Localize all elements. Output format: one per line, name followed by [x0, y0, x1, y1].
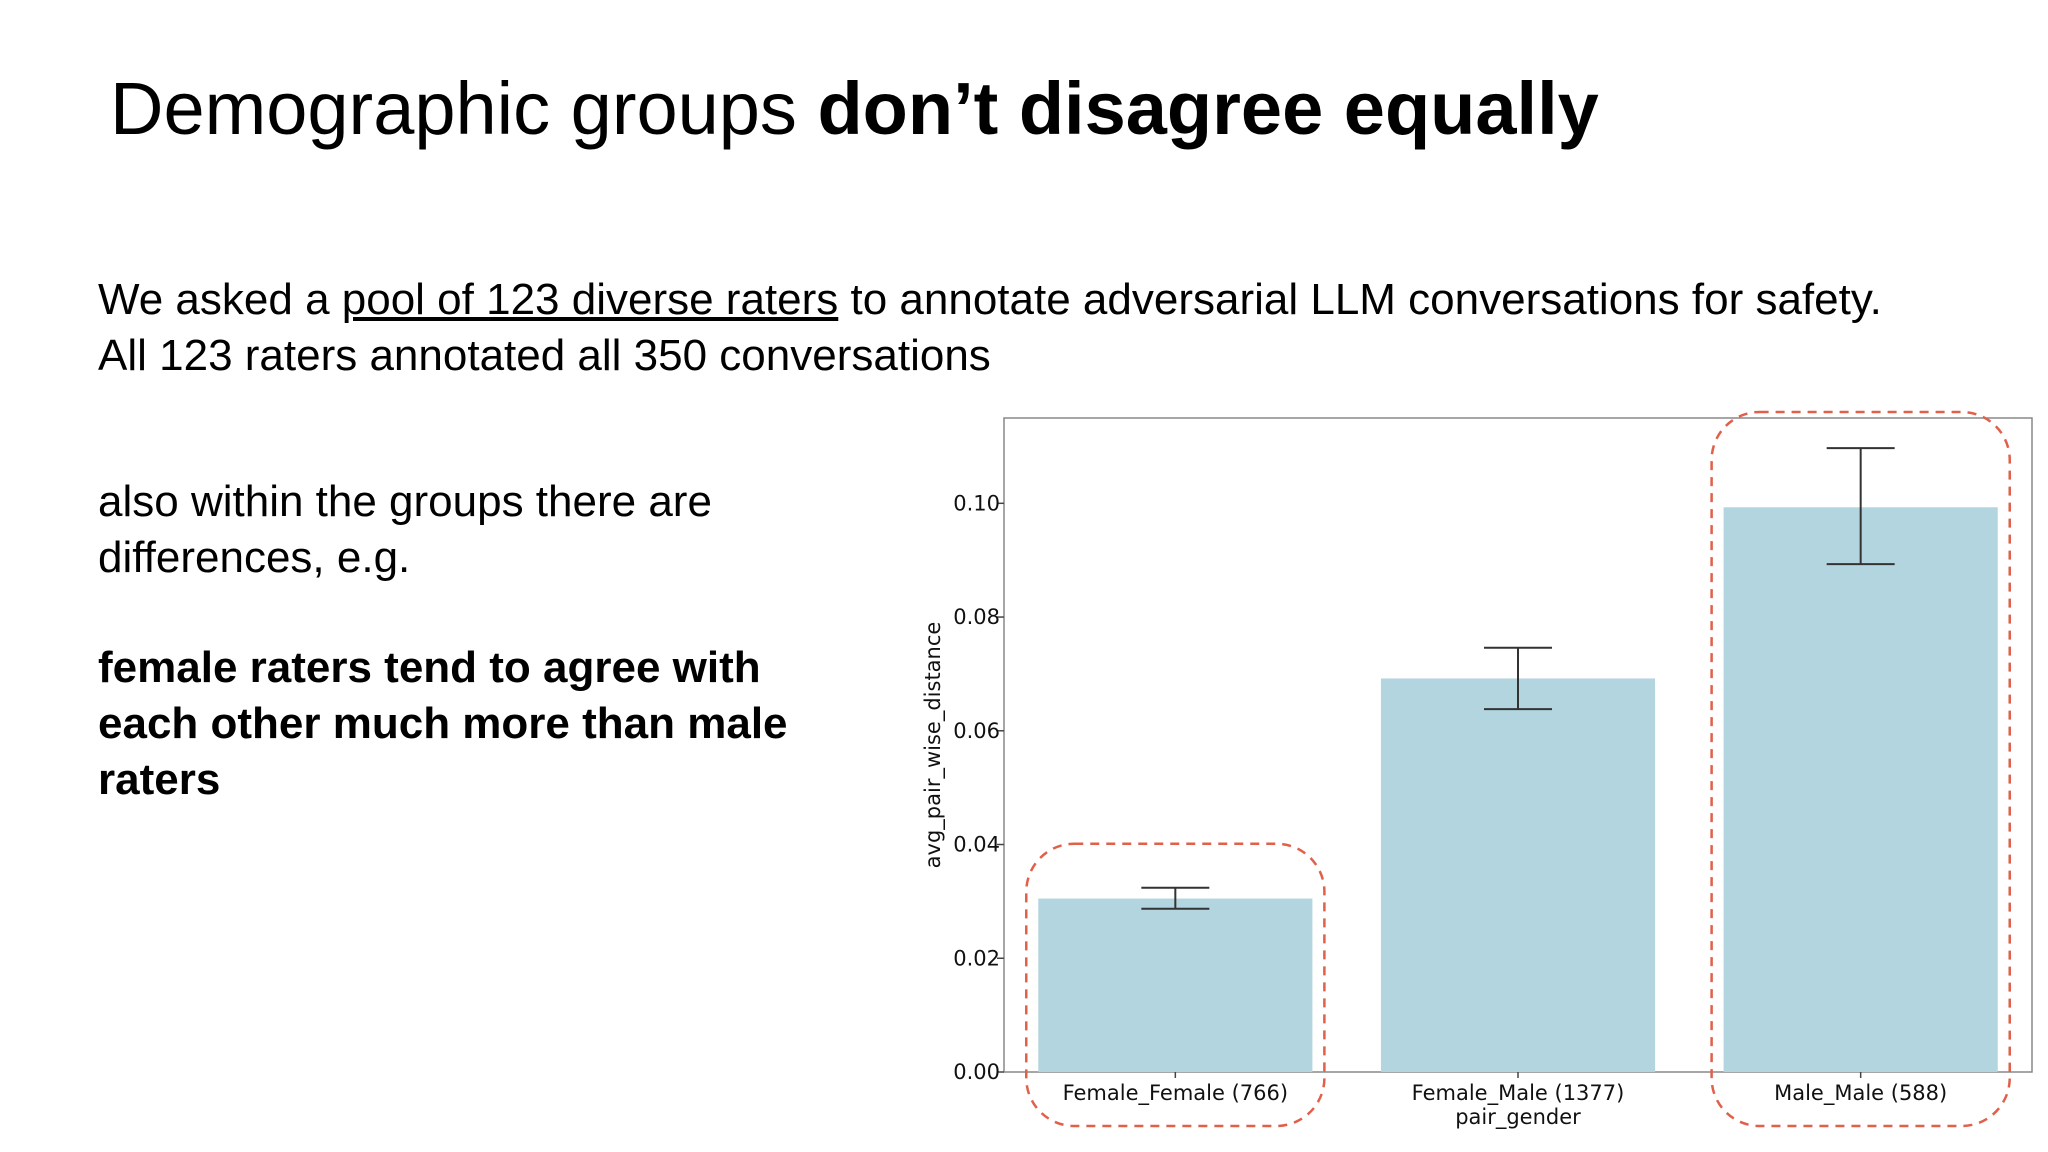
note-text: also within the groups there are differe… — [98, 477, 712, 582]
x-tick-label: Female_Female (766) — [1063, 1081, 1289, 1106]
highlight-box — [1025, 842, 1326, 1128]
chart-svg: 0.00 0.02 0.04 0.06 0.08 0.10 avg_pair_wise_di… — [921, 410, 2033, 1130]
intro-line-2: All 123 raters annotated all 350 convers… — [98, 331, 991, 380]
x-tick-label: Male_Male (588) — [1774, 1081, 1947, 1106]
y-tick-label: 0.10 — [953, 491, 1000, 515]
y-axis-label: avg_pair_wise_distance — [921, 622, 946, 869]
intro-part-1: We asked a — [98, 275, 342, 324]
x-tick-label: Female_Male (1377) — [1412, 1081, 1625, 1106]
y-tick-label: 0.02 — [953, 946, 1000, 970]
slide-title: Demographic groups don’t disagree equall… — [110, 68, 1599, 149]
intro-part-2: to annotate adversarial LLM conversation… — [838, 275, 1882, 324]
bar — [1723, 507, 1998, 1072]
title-regular: Demographic groups — [110, 67, 818, 150]
y-tick-label: 0.08 — [953, 605, 1000, 629]
bar — [1380, 678, 1656, 1072]
note-emphasis: female raters tend to agree with each ot… — [98, 643, 788, 804]
raters-pool-link[interactable]: pool of 123 diverse raters — [341, 275, 839, 324]
bar-chart: 0.00 0.02 0.04 0.06 0.08 0.10 avg_pair_wise_di… — [900, 400, 2048, 1140]
x-axis-label: pair_gender — [1455, 1105, 1581, 1130]
title-bold: don’t disagree equally — [817, 67, 1599, 150]
intro-text: We asked a pool of 123 diverse raters to… — [98, 272, 1998, 384]
y-tick-label: 0.04 — [953, 833, 1000, 857]
y-tick-label: 0.06 — [953, 719, 1000, 743]
intro-line-1: We asked a pool of 123 diverse raters to… — [98, 272, 1998, 328]
y-tick-label: 0.00 — [953, 1060, 1000, 1084]
highlight-box — [1710, 410, 2011, 1128]
bar — [1038, 898, 1313, 1072]
